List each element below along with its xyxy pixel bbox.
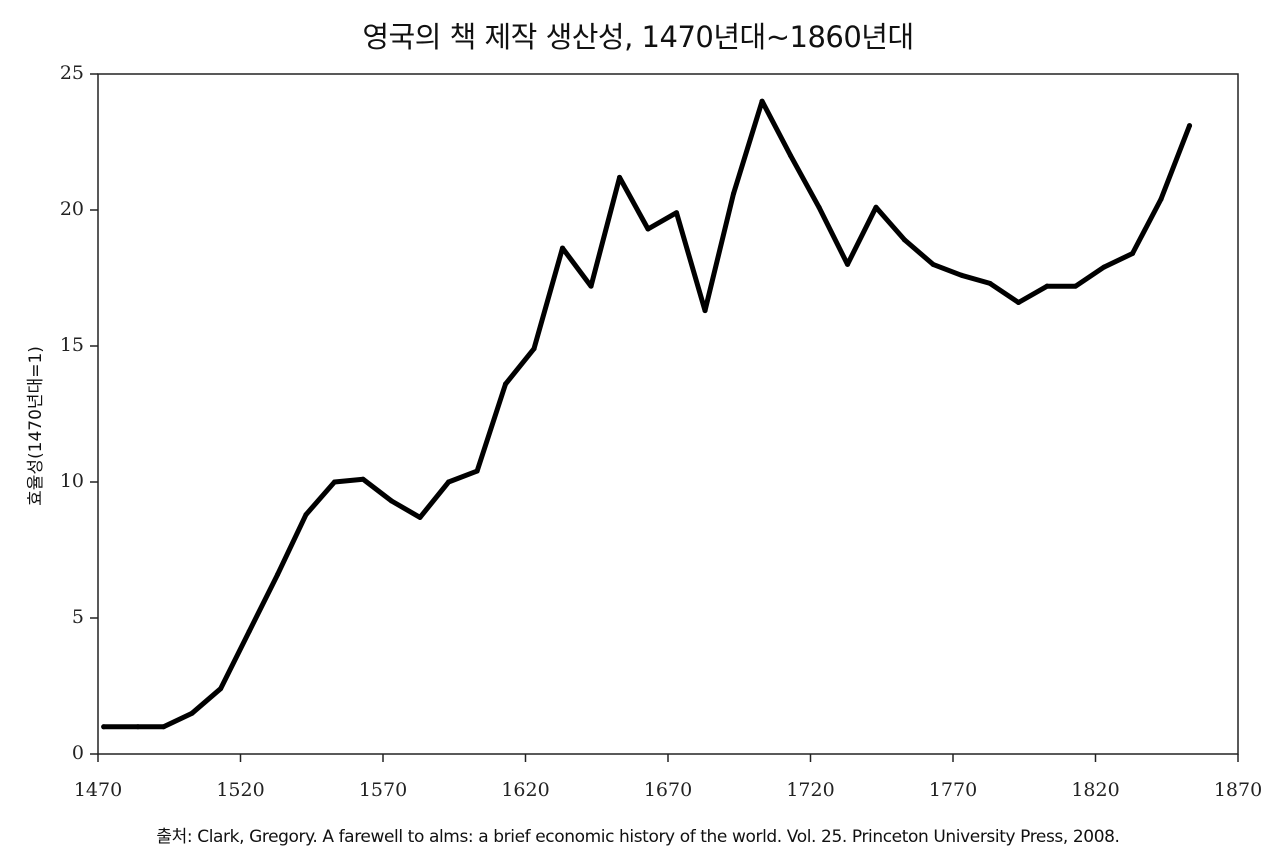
data-point xyxy=(1187,123,1193,129)
data-point xyxy=(389,498,395,504)
data-point xyxy=(873,204,879,210)
y-tick-label: 25 xyxy=(60,62,84,84)
data-point xyxy=(674,210,680,216)
y-tick-label: 0 xyxy=(72,742,84,764)
data-point xyxy=(246,629,252,635)
data-point xyxy=(189,710,195,716)
data-point xyxy=(161,724,167,730)
data-point xyxy=(446,479,452,485)
x-tick-label: 1470 xyxy=(74,779,122,801)
x-tick-label: 1770 xyxy=(929,779,977,801)
data-point xyxy=(332,479,338,485)
source-note: 출처: Clark, Gregory. A farewell to alms: … xyxy=(156,827,1120,847)
data-point xyxy=(1158,196,1164,202)
series-line xyxy=(101,98,1192,730)
data-point xyxy=(617,174,623,180)
data-point xyxy=(902,237,908,243)
data-point xyxy=(987,280,993,286)
data-point xyxy=(275,571,281,577)
plot-frame xyxy=(97,73,1239,755)
data-point xyxy=(1073,283,1079,289)
data-point xyxy=(360,476,366,482)
data-point xyxy=(560,245,566,251)
data-point xyxy=(788,153,794,159)
y-axis: 0 5 10 15 20 25 xyxy=(60,62,98,764)
data-point xyxy=(474,468,480,474)
y-tick-label: 5 xyxy=(72,606,84,628)
data-point xyxy=(816,204,822,210)
data-point xyxy=(1016,299,1022,305)
y-tick-label: 10 xyxy=(60,470,84,492)
data-point xyxy=(702,308,708,314)
x-tick-label: 1870 xyxy=(1214,779,1262,801)
data-point xyxy=(503,381,509,387)
x-tick-label: 1820 xyxy=(1071,779,1119,801)
data-point xyxy=(845,261,851,267)
data-point xyxy=(135,724,141,730)
data-point xyxy=(645,226,651,232)
data-point xyxy=(531,346,537,352)
data-point xyxy=(930,261,936,267)
data-point xyxy=(959,272,965,278)
x-tick-label: 1670 xyxy=(644,779,692,801)
x-tick-label: 1520 xyxy=(216,779,264,801)
x-tick-label: 1720 xyxy=(786,779,834,801)
data-point xyxy=(417,514,423,520)
x-axis: 1470 1520 1570 1620 1670 1720 1770 1820 1870 xyxy=(74,754,1262,801)
y-tick-label: 20 xyxy=(60,198,84,220)
data-point xyxy=(759,98,765,104)
data-point xyxy=(731,191,737,197)
y-tick-label: 15 xyxy=(60,334,84,356)
data-points xyxy=(101,98,1193,730)
y-axis-label: 효율성(1470년대=1) xyxy=(26,346,46,506)
data-point xyxy=(1101,264,1107,270)
data-point xyxy=(218,686,224,692)
data-point xyxy=(1044,283,1050,289)
data-point xyxy=(588,283,594,289)
data-point xyxy=(303,512,309,518)
chart-title: 영국의 책 제작 생산성, 1470년대~1860년대 xyxy=(362,20,914,54)
x-tick-label: 1620 xyxy=(501,779,549,801)
data-point xyxy=(1130,251,1136,257)
x-tick-label: 1570 xyxy=(359,779,407,801)
data-point xyxy=(101,724,107,730)
